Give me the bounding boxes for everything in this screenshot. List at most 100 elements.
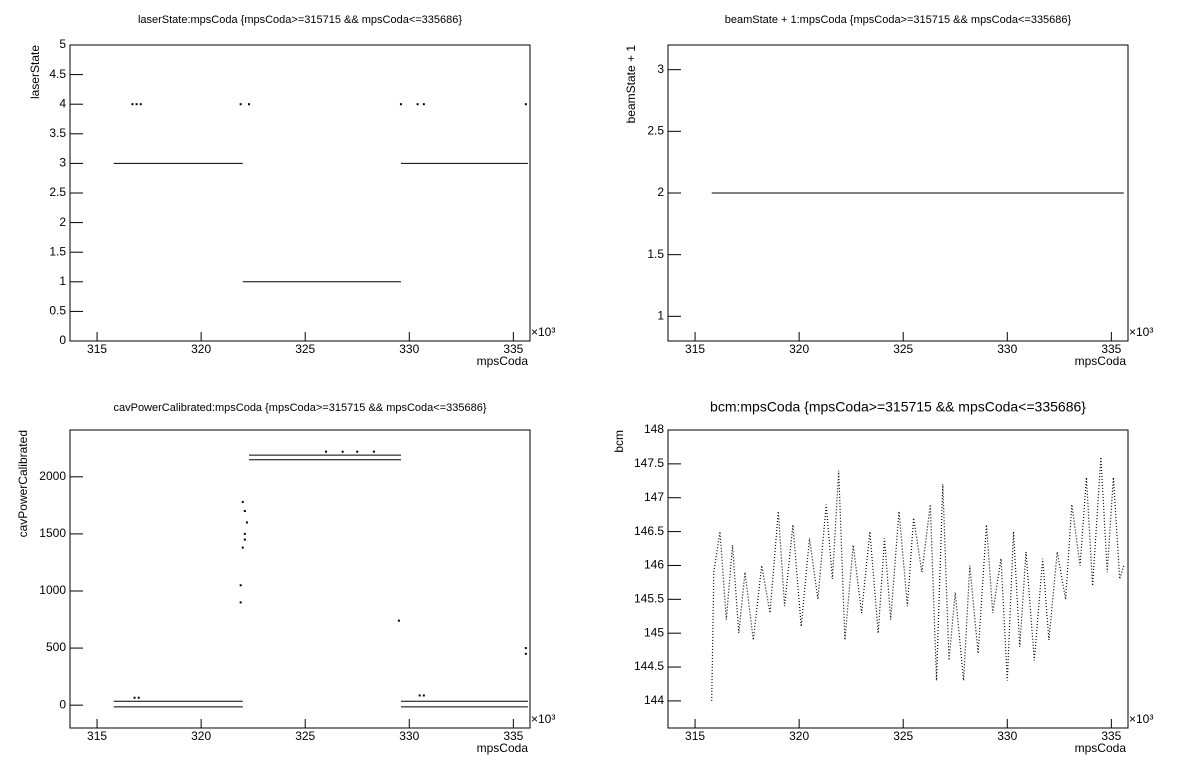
data-point bbox=[239, 601, 242, 604]
y-tick-label: 4.5 bbox=[49, 67, 66, 81]
y-tick-label: 147.5 bbox=[634, 456, 664, 470]
x-tick-label: 315 bbox=[685, 729, 705, 743]
data-point bbox=[524, 647, 527, 650]
x-axis-title: mpsCoda bbox=[477, 741, 529, 755]
x-tick-label: 320 bbox=[789, 342, 809, 356]
y-tick-label: 146.5 bbox=[634, 524, 664, 538]
plot-frame bbox=[667, 429, 1129, 729]
y-axis-title: cavPowerCalibrated bbox=[16, 430, 30, 537]
y-tick-label: 148 bbox=[644, 422, 664, 436]
data-point bbox=[372, 450, 375, 453]
x-exponent: ×10³ bbox=[1129, 712, 1153, 726]
data-point bbox=[248, 103, 251, 106]
y-tick-label: 2.5 bbox=[49, 185, 66, 199]
data-point bbox=[356, 450, 359, 453]
data-point bbox=[241, 500, 244, 503]
x-axis-title: mpsCoda bbox=[1075, 354, 1127, 368]
x-tick-label: 320 bbox=[191, 729, 211, 743]
data-point bbox=[243, 538, 246, 541]
data-point bbox=[137, 696, 140, 699]
x-exponent: ×10³ bbox=[531, 712, 555, 726]
x-tick-label: 335 bbox=[503, 342, 523, 356]
x-exponent: ×10³ bbox=[531, 325, 555, 339]
data-point bbox=[139, 103, 142, 106]
y-tick-label: 5 bbox=[59, 37, 66, 51]
y-tick-label: 2.5 bbox=[647, 124, 664, 138]
data-point bbox=[133, 696, 136, 699]
x-exponent: ×10³ bbox=[1129, 325, 1153, 339]
data-point bbox=[131, 103, 134, 106]
y-tick-label: 0.5 bbox=[49, 304, 66, 318]
y-tick-label: 1.5 bbox=[49, 244, 66, 258]
y-tick-label: 146 bbox=[644, 558, 664, 572]
data-point bbox=[524, 652, 527, 655]
y-tick-label: 500 bbox=[46, 640, 66, 654]
y-axis-title: beamState + 1 bbox=[624, 45, 638, 124]
y-tick-label: 0 bbox=[59, 333, 66, 347]
x-tick-label: 315 bbox=[87, 729, 107, 743]
data-point bbox=[341, 450, 344, 453]
data-line bbox=[113, 459, 528, 708]
data-point bbox=[422, 694, 425, 697]
chart-title: bcm:mpsCoda {mpsCoda>=315715 && mpsCoda<… bbox=[710, 399, 1086, 415]
x-tick-label: 325 bbox=[893, 342, 913, 356]
data-point bbox=[418, 694, 421, 697]
y-tick-label: 2 bbox=[59, 215, 66, 229]
y-tick-label: 1 bbox=[59, 274, 66, 288]
y-tick-label: 3.5 bbox=[49, 126, 66, 140]
x-axis-title: mpsCoda bbox=[477, 354, 529, 368]
x-tick-label: 335 bbox=[503, 729, 523, 743]
y-tick-label: 3 bbox=[59, 156, 66, 170]
data-point bbox=[524, 103, 527, 106]
y-tick-label: 3 bbox=[657, 62, 664, 76]
y-tick-label: 1500 bbox=[39, 526, 66, 540]
data-point bbox=[325, 450, 328, 453]
data-point bbox=[243, 510, 246, 513]
x-tick-label: 335 bbox=[1101, 729, 1121, 743]
data-point bbox=[239, 103, 242, 106]
plot-frame bbox=[69, 429, 531, 729]
data-point bbox=[397, 619, 400, 622]
x-tick-label: 315 bbox=[685, 342, 705, 356]
x-tick-label: 330 bbox=[997, 729, 1017, 743]
y-tick-label: 4 bbox=[59, 96, 66, 110]
x-axis-title: mpsCoda bbox=[1075, 741, 1127, 755]
y-tick-label: 144 bbox=[644, 693, 664, 707]
y-tick-label: 0 bbox=[59, 697, 66, 711]
x-tick-label: 330 bbox=[399, 729, 419, 743]
x-tick-label: 325 bbox=[893, 729, 913, 743]
y-tick-label: 147 bbox=[644, 490, 664, 504]
data-line bbox=[113, 454, 528, 702]
x-tick-label: 335 bbox=[1101, 342, 1121, 356]
y-tick-label: 144.5 bbox=[634, 659, 664, 673]
x-tick-label: 320 bbox=[191, 342, 211, 356]
x-tick-label: 315 bbox=[87, 342, 107, 356]
y-axis-title: laserState bbox=[28, 45, 42, 99]
data-line bbox=[113, 162, 528, 283]
y-tick-label: 145.5 bbox=[634, 591, 664, 605]
y-tick-label: 1.5 bbox=[647, 247, 664, 261]
y-tick-label: 1000 bbox=[39, 583, 66, 597]
chart-title: beamState + 1:mpsCoda {mpsCoda>=315715 &… bbox=[725, 14, 1072, 26]
y-tick-label: 2 bbox=[657, 185, 664, 199]
chart-title: laserState:mpsCoda {mpsCoda>=315715 && m… bbox=[138, 14, 462, 26]
data-point bbox=[422, 103, 425, 106]
chart-title: cavPowerCalibrated:mpsCoda {mpsCoda>=315… bbox=[113, 402, 486, 414]
data-point bbox=[241, 546, 244, 549]
data-point bbox=[243, 532, 246, 535]
x-tick-label: 325 bbox=[295, 342, 315, 356]
data-point bbox=[239, 584, 242, 587]
data-points bbox=[711, 457, 1125, 701]
data-point bbox=[135, 103, 138, 106]
data-point bbox=[245, 521, 248, 524]
y-tick-label: 2000 bbox=[39, 469, 66, 483]
x-tick-label: 330 bbox=[997, 342, 1017, 356]
data-point bbox=[399, 103, 402, 106]
x-tick-label: 320 bbox=[789, 729, 809, 743]
y-tick-label: 1 bbox=[657, 309, 664, 323]
x-tick-label: 325 bbox=[295, 729, 315, 743]
x-tick-label: 330 bbox=[399, 342, 419, 356]
data-point bbox=[416, 103, 419, 106]
